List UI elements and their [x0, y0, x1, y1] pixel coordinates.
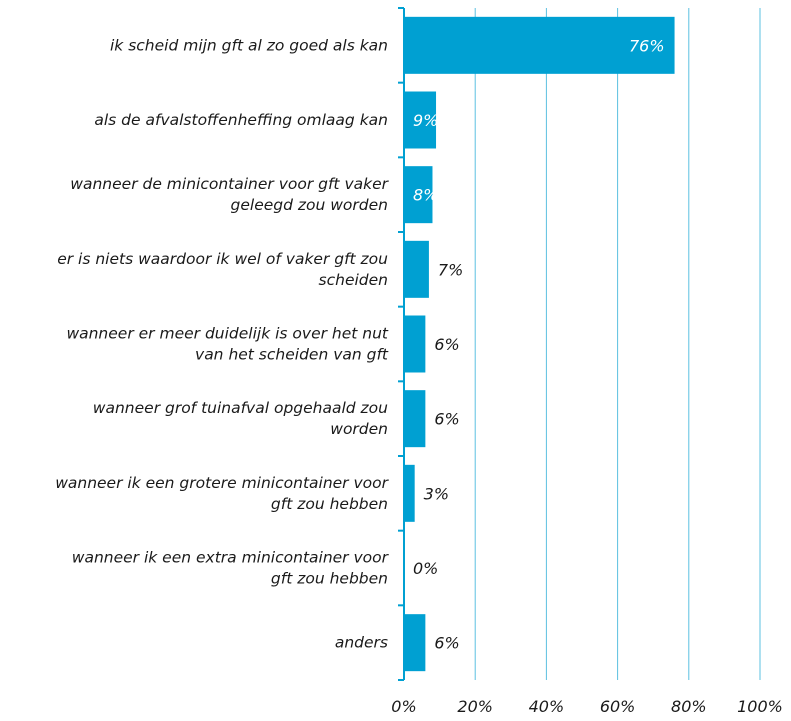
data-label: 3% — [424, 484, 449, 503]
bar — [404, 240, 429, 298]
bar — [404, 464, 415, 522]
gridlines — [474, 8, 761, 680]
bar — [404, 315, 426, 373]
data-label: 9% — [413, 111, 438, 130]
category-label: wanneer ik een grotere minicontainer voo… — [55, 474, 389, 513]
data-label: 0% — [413, 559, 438, 578]
bar — [404, 16, 675, 74]
category-axis — [398, 7, 405, 681]
data-label: 6% — [434, 335, 459, 354]
x-tick-label: 80% — [671, 697, 707, 716]
category-label: anders — [335, 634, 388, 652]
bar — [404, 166, 433, 224]
data-label: 6% — [434, 634, 459, 653]
category-label: wanneer de minicontainer voor gft vaker g… — [70, 175, 389, 214]
category-label: wanneer grof tuinafval opgehaald zou word… — [93, 399, 388, 438]
data-label: 6% — [434, 410, 459, 429]
x-tick-label: 40% — [529, 697, 565, 716]
category-label: wanneer ik een extra minicontainer voor g… — [72, 549, 390, 588]
category-label: als de afvalstoffenheffing omlaag kan — [94, 111, 388, 129]
category-label: ik scheid mijn gft al zo goed als kan — [110, 36, 388, 54]
bar — [404, 91, 437, 149]
bar — [404, 614, 426, 672]
category-label: wanneer er meer duidelijk is over het nu… — [66, 325, 388, 364]
data-label: 8% — [413, 186, 438, 205]
x-tick-label: 20% — [457, 697, 493, 716]
category-labels: ik scheid mijn gft al zo goed als kan als… — [55, 36, 389, 651]
x-tick-labels: 0% 20% 40% 60% 80% 100% — [391, 697, 783, 716]
bars — [404, 16, 675, 672]
bar — [404, 390, 426, 448]
x-tick-label: 0% — [391, 697, 416, 716]
data-labels: 76% 9% 8% 7% 6% 6% 3% 0% 6% — [413, 36, 665, 652]
data-label: 76% — [629, 36, 665, 55]
x-tick-label: 100% — [737, 697, 783, 716]
category-label: er is niets waardoor ik wel of vaker gft… — [57, 250, 388, 289]
data-label: 7% — [438, 260, 463, 279]
x-tick-label: 60% — [600, 697, 636, 716]
